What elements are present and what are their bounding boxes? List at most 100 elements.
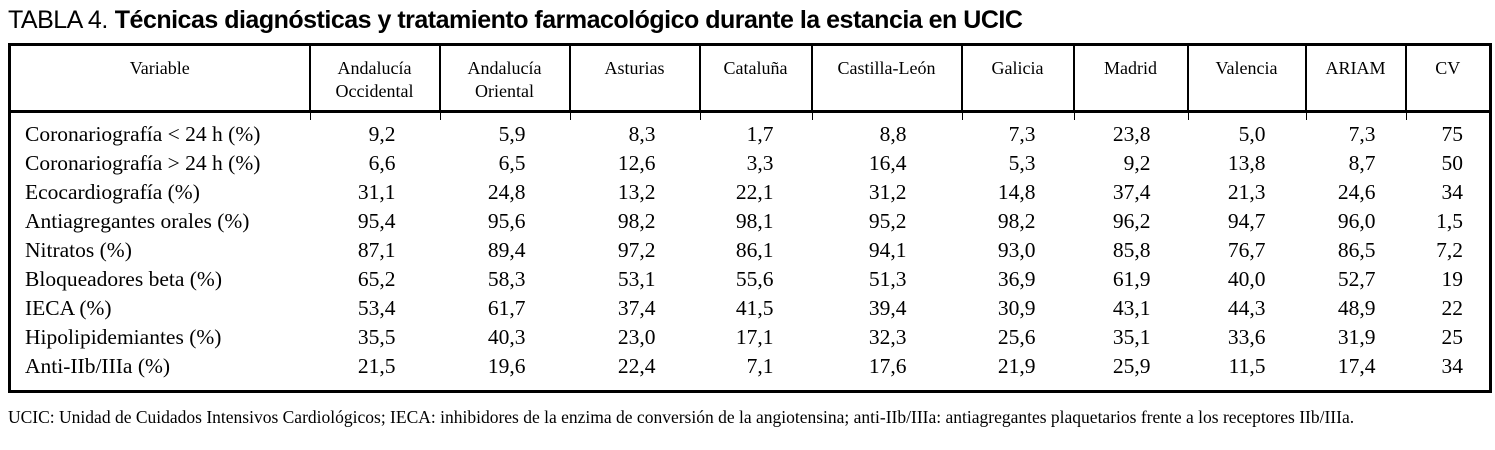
value-cell: 30,9: [997, 296, 1036, 320]
value-cell: 22,1: [735, 180, 774, 204]
value-cell: 19: [1441, 267, 1464, 291]
table-row: Ecocardiografía (%) 31,1 24,8 13,2 22,1 31,2 1…: [10, 178, 1491, 207]
value-cell: 86,5: [1337, 238, 1376, 262]
value-cell: 48,9: [1337, 296, 1376, 320]
table-row: Coronariografía < 24 h (%) 9,2 5,9 8,3 1,7 8,…: [10, 111, 1491, 150]
paper-table-page: TABLA 4. Técnicas diagnósticas y tratamie…: [8, 6, 1492, 427]
value-cell: 58,3: [487, 267, 526, 291]
value-cell: 8,7: [1348, 151, 1376, 175]
value-cell: 25,9: [1112, 354, 1151, 378]
row-label: IECA (%): [25, 296, 112, 320]
value-cell: 44,3: [1227, 296, 1266, 320]
value-cell: 21,5: [357, 354, 396, 378]
value-cell: 61,7: [487, 296, 526, 320]
value-cell: 53,1: [617, 267, 656, 291]
value-cell: 93,0: [997, 238, 1036, 262]
value-cell: 98,2: [997, 209, 1036, 233]
table-row: Coronariografía > 24 h (%) 6,6 6,5 12,6 3,3 1…: [10, 149, 1491, 178]
value-cell: 52,7: [1337, 267, 1376, 291]
value-cell: 53,4: [357, 296, 396, 320]
row-label: Coronariografía > 24 h (%): [25, 151, 261, 175]
value-cell: 39,4: [868, 296, 907, 320]
value-cell: 19,6: [487, 354, 526, 378]
column-header: Valencia: [1186, 44, 1306, 113]
value-cell: 5,0: [1187, 111, 1306, 150]
value-cell: 43,1: [1112, 296, 1151, 320]
column-header: Asturias: [568, 44, 700, 113]
value-cell: 96,0: [1337, 209, 1376, 233]
value-cell: 24,8: [487, 180, 526, 204]
value-cell: 98,1: [735, 209, 774, 233]
value-cell: 5,9: [439, 111, 570, 150]
value-cell: 7,3: [1305, 111, 1406, 150]
value-cell: 9,2: [1123, 151, 1151, 175]
value-cell: 35,5: [357, 325, 396, 349]
table-row: Bloqueadores beta (%) 65,2 58,3 53,1 55,6 51,…: [10, 265, 1491, 294]
value-cell: 14,8: [997, 180, 1036, 204]
value-cell: 51,3: [868, 267, 907, 291]
value-cell: 37,4: [1112, 180, 1151, 204]
value-cell: 41,5: [735, 296, 774, 320]
value-cell: 65,2: [357, 267, 396, 291]
row-label: Antiagregantes orales (%): [25, 209, 250, 233]
row-label: Hipolipidemiantes (%): [25, 325, 222, 349]
value-cell: 13,2: [617, 180, 656, 204]
value-cell: 21,3: [1227, 180, 1266, 204]
value-cell: 37,4: [617, 296, 656, 320]
value-cell: 86,1: [735, 238, 774, 262]
value-cell: 87,1: [357, 238, 396, 262]
value-cell: 17,4: [1337, 354, 1376, 378]
value-cell: 23,8: [1073, 111, 1188, 150]
table-row: Nitratos (%) 87,1 89,4 97,2 86,1 94,1 93,0 85,8…: [10, 236, 1491, 265]
value-cell: 24,6: [1337, 180, 1376, 204]
value-cell: 33,6: [1227, 325, 1266, 349]
value-cell: 98,2: [617, 209, 656, 233]
value-cell: 95,6: [487, 209, 526, 233]
column-header: Galicia: [960, 44, 1074, 113]
table-row: Antiagregantes orales (%) 95,4 95,6 98,2 98,…: [10, 207, 1491, 236]
value-cell: 31,1: [357, 180, 396, 204]
value-cell: 61,9: [1112, 267, 1151, 291]
value-cell: 34: [1441, 354, 1464, 378]
value-cell: 1,5: [1436, 209, 1463, 233]
table-body: Coronariografía < 24 h (%) 9,2 5,9 8,3 1,7 8,…: [10, 111, 1491, 392]
value-cell: 13,8: [1227, 151, 1266, 175]
value-cell: 35,1: [1112, 325, 1151, 349]
value-cell: 96,2: [1112, 209, 1151, 233]
column-header: Andalucía Oriental: [438, 44, 570, 113]
row-label: Coronariografía < 24 h (%): [25, 122, 261, 146]
value-cell: 8,3: [569, 111, 700, 150]
value-cell: 7,3: [961, 111, 1074, 150]
value-cell: 17,1: [735, 325, 774, 349]
table-row: Hipolipidemiantes (%) 35,5 40,3 23,0 17,1 32,…: [10, 323, 1491, 352]
value-cell: 22: [1441, 296, 1464, 320]
row-label: Anti-IIb/IIIa (%): [25, 354, 171, 378]
value-cell: 75: [1405, 111, 1491, 150]
value-cell: 55,6: [735, 267, 774, 291]
value-cell: 95,4: [357, 209, 396, 233]
table-row: Anti-IIb/IIIa (%) 21,5 19,6 22,4 7,1 17,6 21,9…: [10, 352, 1491, 392]
footnote: UCIC: Unidad de Cuidados Intensivos Card…: [8, 407, 1355, 427]
value-cell: 5,3: [1008, 151, 1036, 175]
table-row: IECA (%) 53,4 61,7 37,4 41,5 39,4 30,9 43,1 44,3…: [10, 294, 1491, 323]
column-header: Cataluña: [698, 44, 812, 113]
value-cell: 9,2: [309, 111, 440, 150]
value-cell: 40,0: [1227, 267, 1266, 291]
value-cell: 25,6: [997, 325, 1036, 349]
value-cell: 8,8: [811, 111, 962, 150]
value-cell: 36,9: [997, 267, 1036, 291]
value-cell: 40,3: [487, 325, 526, 349]
table-title-text: Técnicas diagnósticas y tratamiento farm…: [114, 6, 1023, 34]
table-title: TABLA 4. Técnicas diagnósticas y tratamie…: [8, 6, 1489, 35]
value-cell: 21,9: [997, 354, 1036, 378]
row-label: Ecocardiografía (%): [25, 180, 200, 204]
value-cell: 1,7: [699, 111, 812, 150]
value-cell: 31,2: [868, 180, 907, 204]
value-cell: 11,5: [1228, 354, 1266, 378]
column-header: ARIAM: [1304, 44, 1406, 113]
column-header: Andalucía Occidental: [308, 44, 440, 113]
value-cell: 23,0: [617, 325, 656, 349]
value-cell: 7,1: [746, 354, 774, 378]
value-cell: 31,9: [1337, 325, 1376, 349]
value-cell: 3,3: [746, 151, 774, 175]
